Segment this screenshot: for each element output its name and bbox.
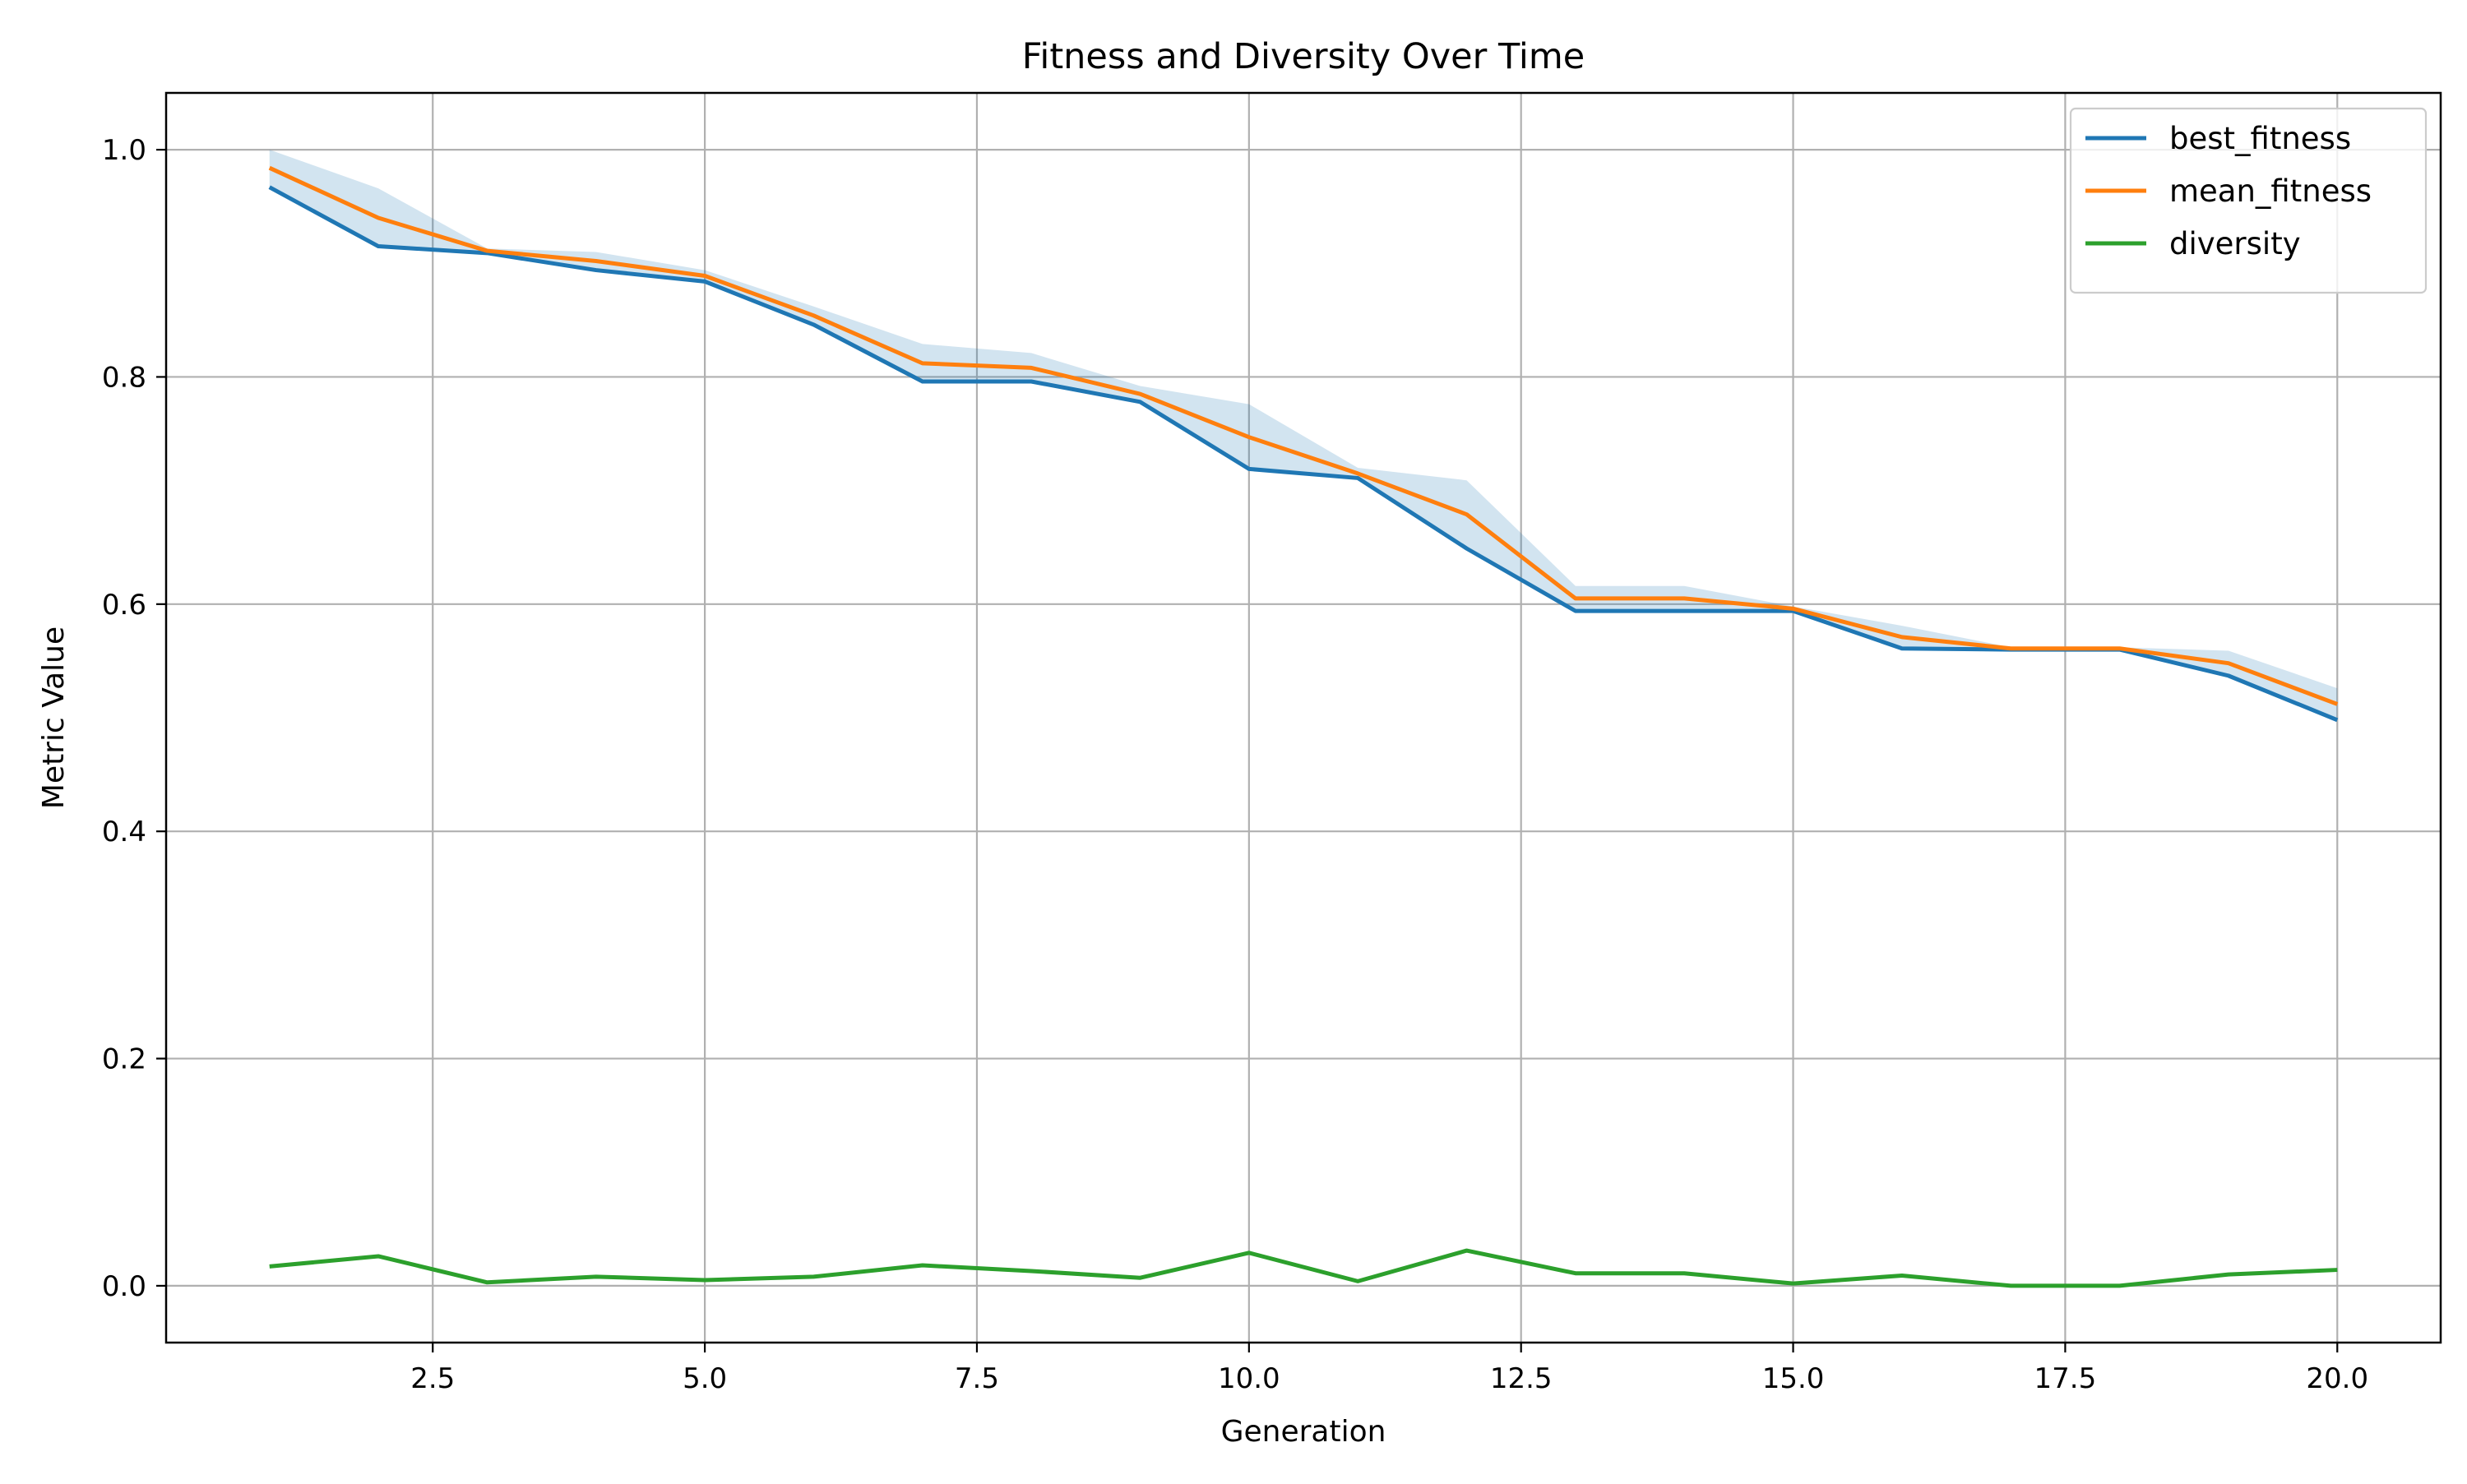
plot-frame	[164, 91, 2442, 1344]
y-tick-label: 0.6	[102, 589, 146, 622]
series-line-mean-fitness	[268, 165, 2339, 706]
x-tick-label: 15.0	[1762, 1362, 1825, 1395]
axis-ticks: 2.5 5.0 7.5 10.0 12.5 15.0 17.5 20.0 0.0 0.2 0.4 0.…	[102, 134, 2368, 1395]
x-tick-label: 17.5	[2034, 1362, 2097, 1395]
x-tick-label: 7.5	[955, 1362, 999, 1395]
x-tick-label: 12.5	[1490, 1362, 1553, 1395]
y-tick-label: 0.2	[102, 1043, 146, 1076]
x-tick-label: 5.0	[683, 1362, 727, 1395]
y-tick-label: 0.0	[102, 1270, 146, 1303]
y-tick-label: 0.4	[102, 816, 146, 848]
series-line-diversity	[269, 1248, 2338, 1288]
grid	[166, 93, 2441, 1343]
x-tick-label: 20.0	[2306, 1362, 2368, 1395]
x-tick-label: 10.0	[1218, 1362, 1280, 1395]
y-axis-title: Metric Value	[37, 626, 71, 809]
legend-label: mean_fitness	[2169, 173, 2372, 209]
series-line-best-fitness	[268, 185, 2339, 723]
x-axis-title: Generation	[1221, 1415, 1386, 1449]
legend: best_fitness mean_fitness diversity	[2069, 107, 2428, 294]
chart-title: Fitness and Diversity Over Time	[1022, 36, 1585, 77]
y-tick-label: 1.0	[102, 134, 146, 167]
legend-label: best_fitness	[2169, 121, 2351, 156]
y-tick-label: 0.8	[102, 361, 146, 394]
x-tick-label: 2.5	[410, 1362, 455, 1395]
legend-label: diversity	[2169, 226, 2301, 261]
series-lines	[268, 165, 2339, 1288]
legend-box	[2069, 107, 2428, 294]
